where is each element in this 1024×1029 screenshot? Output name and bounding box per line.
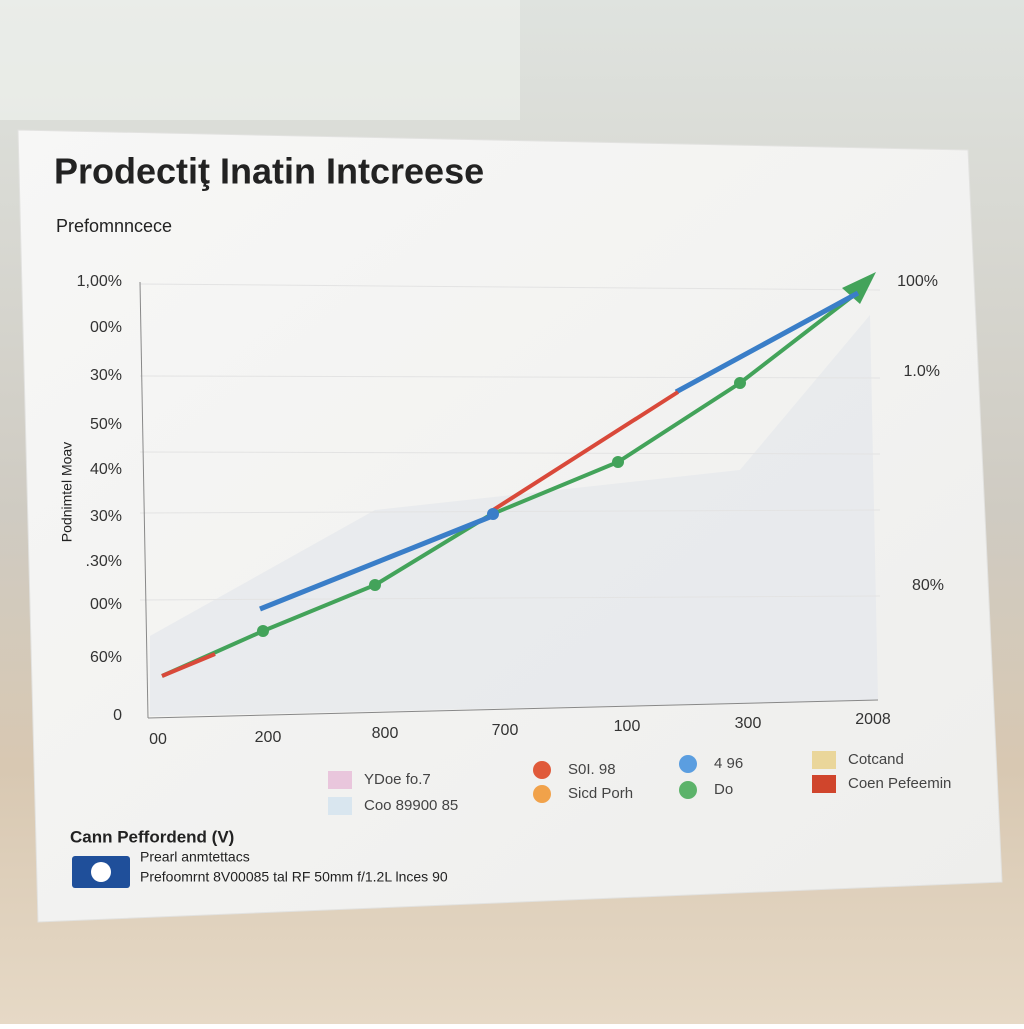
y-tick-label: 00%	[90, 319, 122, 336]
grid	[139, 283, 881, 601]
footer-line: Prefoomrnt 8V00085 tal RF 50mm f/1.2L ln…	[140, 869, 448, 885]
legend-label: Coo 89900 85	[364, 797, 458, 814]
legend-label: YDoe fo.7	[364, 771, 431, 788]
red-line	[161, 652, 216, 678]
area	[150, 315, 878, 716]
point	[369, 579, 381, 591]
red-line	[488, 390, 680, 514]
subtitle: Prefomnncece	[56, 216, 172, 236]
y-axis-label: Podnimtel Moav	[59, 442, 75, 542]
y-tick-label: 1,00%	[77, 273, 122, 290]
y-ticks: 1,00% 00% 30% 50% 40% 30% .30% 00% 60% 0	[77, 273, 122, 724]
y-tick-label: 30%	[90, 508, 122, 525]
legend-label: Do	[714, 781, 733, 798]
blue-line	[259, 512, 496, 612]
right-label: 1.0%	[904, 363, 940, 380]
legend: YDoe fo.7 Coo 89900 85 S0I. 98 Sicd Porh 4 9…	[328, 751, 951, 815]
x-tick-label: 700	[492, 722, 519, 739]
legend-swatch	[812, 751, 836, 769]
legend-label: Coen Pefeemin	[848, 775, 951, 792]
legend-swatch	[328, 797, 352, 815]
footer-line: Prearl anmtettacs	[140, 849, 250, 865]
y-tick-label: 60%	[90, 649, 122, 666]
x-tick-label: 300	[735, 715, 762, 732]
legend-label: Cotcand	[848, 751, 904, 768]
y-tick-label: 0	[113, 707, 122, 724]
x-tick-label: 100	[614, 718, 641, 735]
legend-swatch	[679, 755, 697, 773]
footer-brand: Cann Peffordend (V)	[70, 827, 234, 846]
x-tick-label: 800	[372, 725, 399, 742]
legend-label: Sicd Porh	[568, 785, 633, 802]
right-label: 80%	[912, 577, 944, 594]
x-axis	[147, 699, 879, 719]
legend-label: 4 96	[714, 755, 743, 772]
legend-label: S0I. 98	[568, 761, 616, 778]
title: Prodectiţ Inatin Intcreese	[54, 151, 484, 192]
x-ticks: 00 200 800 700 100 300 2008	[149, 711, 891, 748]
y-axis	[139, 281, 149, 719]
legend-swatch	[679, 781, 697, 799]
y-tick-label: 00%	[90, 596, 122, 613]
legend-swatch	[812, 775, 836, 793]
legend-swatch	[533, 761, 551, 779]
y-tick-label: 40%	[90, 461, 122, 478]
arrow-head	[842, 272, 876, 304]
y-tick-label: .30%	[86, 553, 122, 570]
logo-mark	[91, 862, 111, 882]
x-tick-label: 200	[255, 729, 282, 746]
y-tick-label: 50%	[90, 416, 122, 433]
y-tick-label: 30%	[90, 367, 122, 384]
right-labels: 100% 1.0% 80%	[897, 273, 944, 594]
point	[612, 456, 624, 468]
legend-swatch	[533, 785, 551, 803]
point	[487, 508, 499, 520]
blue-line	[674, 290, 860, 395]
point	[734, 377, 746, 389]
point	[257, 625, 269, 637]
x-tick-label: 2008	[855, 711, 891, 728]
plot	[139, 272, 881, 719]
right-label: 100%	[897, 273, 938, 290]
window-blur	[0, 0, 520, 120]
legend-swatch	[328, 771, 352, 789]
x-tick-label: 00	[149, 731, 167, 748]
